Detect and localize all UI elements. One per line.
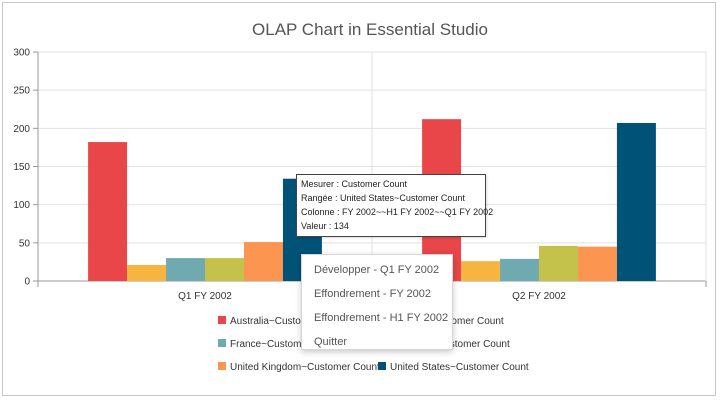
bar: [461, 261, 501, 281]
legend-label: United Kingdom~Customer Count: [230, 362, 380, 373]
bar: [88, 142, 128, 281]
context-menu: Développer - Q1 FY 2002 Effondrement - F…: [301, 254, 453, 350]
tooltip-column: Colonne : FY 2002~~H1 FY 2002~~Q1 FY 200…: [301, 207, 494, 217]
legend-label: Australia~Customer Count: [230, 316, 348, 327]
tooltip-row: Rangée : United States~Customer Count: [301, 193, 465, 203]
y-tick-label: 0: [24, 277, 30, 288]
bar: [500, 258, 539, 281]
bar: [205, 258, 244, 281]
menu-item-collapse-h1[interactable]: Effondrement - H1 FY 2002: [314, 312, 449, 324]
menu-item-collapse-fy[interactable]: Effondrement - FY 2002: [314, 288, 431, 300]
y-tick-label: 100: [13, 200, 30, 211]
y-tick-label: 50: [19, 238, 31, 249]
legend-label: United States~Customer Count: [390, 362, 529, 373]
bar: [616, 122, 656, 282]
y-tick-label: 250: [13, 86, 30, 97]
legend-swatch: [218, 362, 226, 370]
x-tick-label: Q1 FY 2002: [178, 291, 232, 302]
y-tick-label: 200: [13, 124, 30, 135]
menu-item-expand-q1[interactable]: Développer - Q1 FY 2002: [314, 264, 440, 276]
legend-swatch: [378, 362, 386, 370]
y-tick-label: 300: [13, 48, 30, 59]
bar: [243, 242, 283, 281]
tooltip-value: Valeur : 134: [301, 221, 349, 231]
legend-swatch: [218, 339, 226, 347]
tooltip-measure: Mesurer : Customer Count: [301, 179, 408, 189]
chart-title: OLAP Chart in Essential Studio: [252, 20, 488, 39]
legend-swatch: [218, 316, 226, 324]
bar: [539, 245, 578, 281]
menu-item-exit[interactable]: Quitter: [314, 336, 348, 348]
axes: 0 50 100 150 200 250 300 Q1 FY 2002 Q2 FY 2002: [13, 48, 707, 302]
data-tooltip: Mesurer : Customer Count Rangée : United…: [296, 174, 494, 237]
x-tick-label: Q2 FY 2002: [512, 291, 566, 302]
bar: [577, 246, 617, 281]
bar: [127, 264, 167, 281]
bar: [166, 258, 205, 281]
legend-label: France~Customer Count: [230, 339, 340, 350]
y-tick-label: 150: [13, 162, 30, 173]
